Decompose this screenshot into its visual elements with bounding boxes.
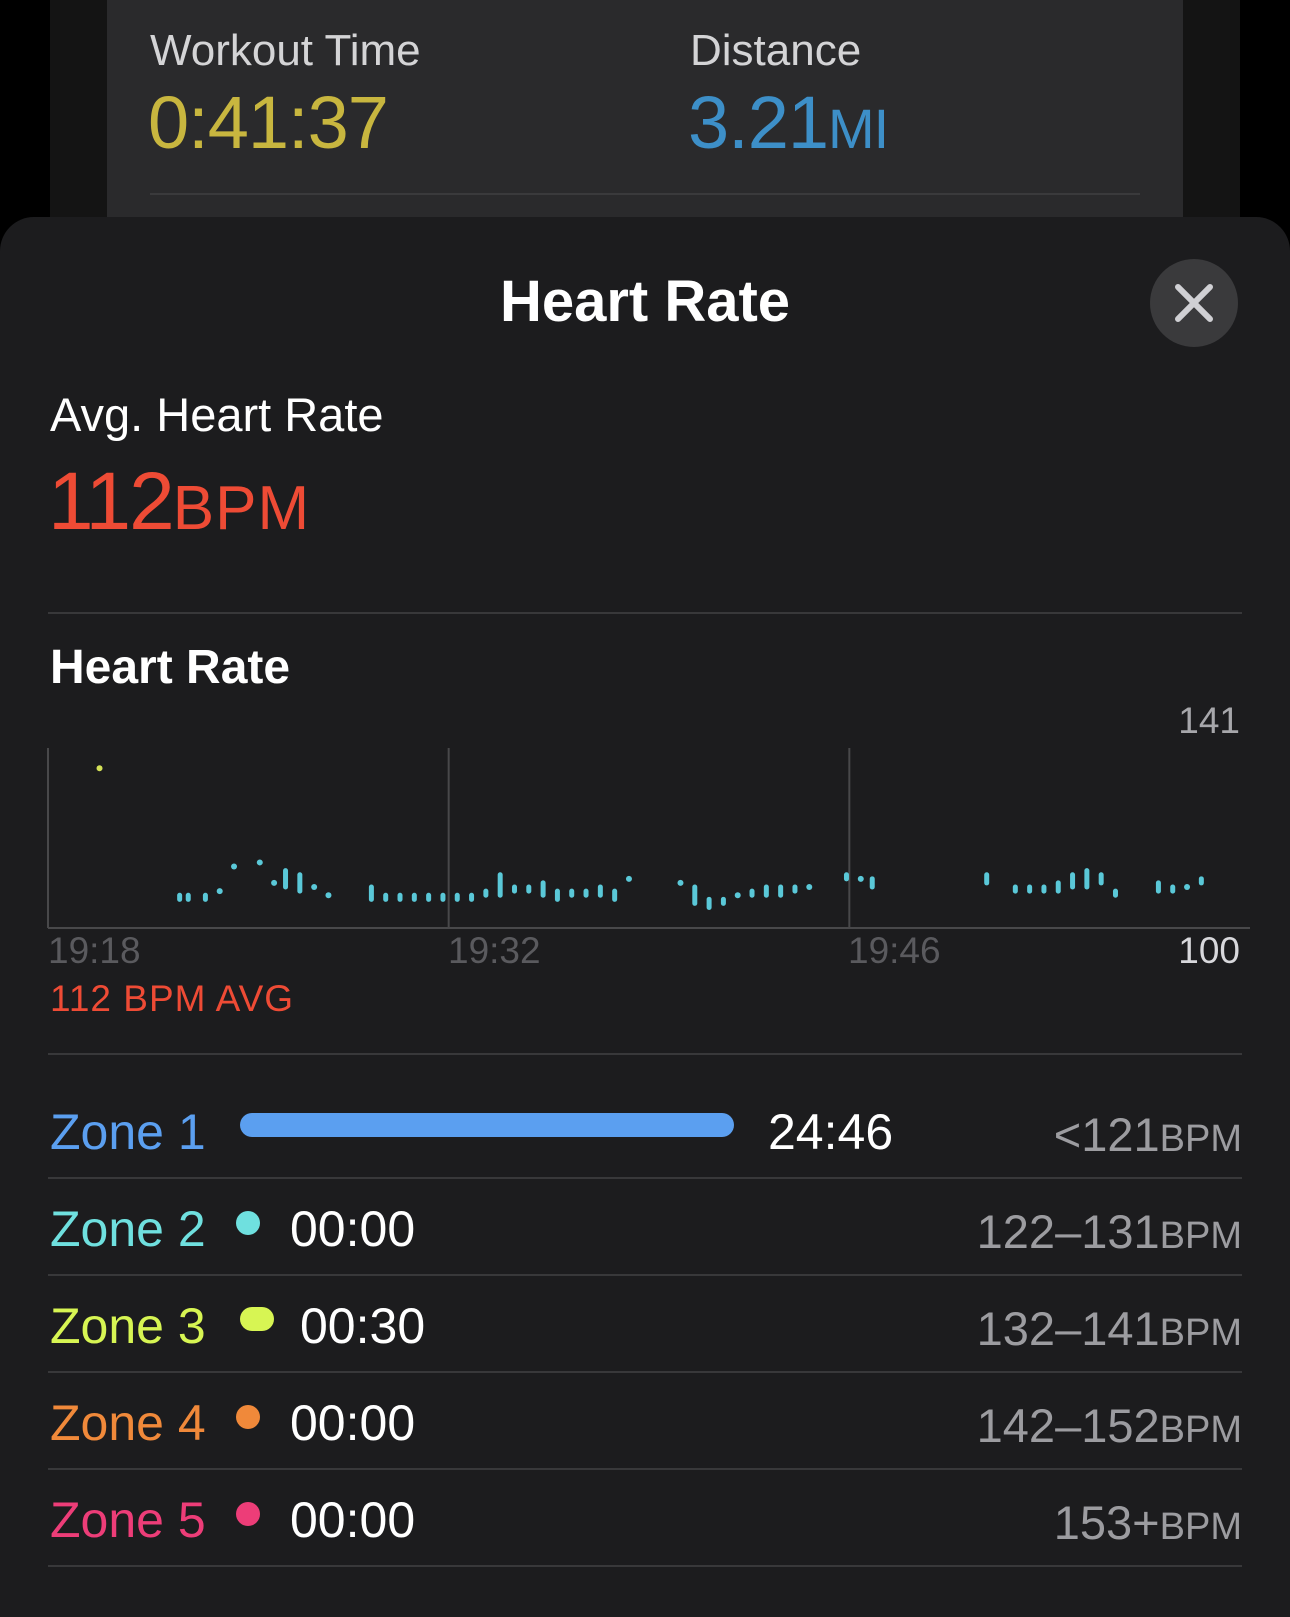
chart-point — [677, 879, 684, 886]
distance-unit: MI — [828, 97, 889, 160]
divider — [150, 193, 1140, 195]
zone-range-value: 153+ — [1053, 1496, 1160, 1549]
close-icon — [1175, 284, 1213, 322]
zone-duration-dot — [236, 1405, 260, 1429]
zone-row: Zone 1 24:46 <121BPM — [48, 1083, 1242, 1179]
zone-range: 142–152BPM — [977, 1398, 1242, 1453]
zone-row: Zone 5 00:00 153+BPM — [48, 1471, 1242, 1567]
zone-row: Zone 3 00:30 132–141BPM — [48, 1277, 1242, 1373]
chart-point — [311, 884, 318, 891]
distance-number: 3.21 — [688, 81, 829, 164]
chart-y-min-label: 100 — [1178, 930, 1240, 971]
zone-time: 00:00 — [290, 1201, 416, 1257]
zone-time: 00:00 — [290, 1395, 416, 1451]
workout-time-value: 0:41:37 — [148, 81, 389, 164]
chart-point — [734, 892, 741, 899]
heart-rate-chart — [47, 748, 1250, 929]
zone-name: Zone 1 — [50, 1104, 206, 1160]
zone-name: Zone 5 — [50, 1492, 206, 1548]
zone-range-unit: BPM — [1159, 1118, 1242, 1160]
zone-range-value: 122–131 — [976, 1205, 1160, 1258]
workout-time-label: Workout Time — [150, 26, 421, 75]
chart-point — [625, 875, 632, 882]
zone-time: 00:30 — [300, 1298, 426, 1354]
zone-range-unit: BPM — [1159, 1506, 1242, 1548]
divider — [48, 612, 1242, 614]
zone-range: <121BPM — [1054, 1107, 1242, 1162]
divider — [48, 1177, 1242, 1179]
distance-label: Distance — [690, 26, 862, 75]
zone-range-value: 132–141 — [976, 1302, 1160, 1355]
zone-range-unit: BPM — [1159, 1409, 1242, 1451]
zone-name: Zone 3 — [50, 1298, 206, 1354]
zone-range-unit: BPM — [1159, 1215, 1242, 1257]
chart-point — [271, 879, 278, 886]
zone-range-value: 142–152 — [976, 1399, 1160, 1452]
avg-heart-rate-label: Avg. Heart Rate — [50, 388, 384, 441]
zone-row: Zone 2 00:00 122–131BPM — [48, 1180, 1242, 1276]
zone-duration-bar — [240, 1307, 274, 1331]
zone-duration-dot — [236, 1211, 260, 1235]
zone-range: 122–131BPM — [977, 1204, 1242, 1259]
zone-range: 132–141BPM — [977, 1301, 1242, 1356]
chart-point — [857, 875, 864, 882]
distance-value: 3.21MI — [688, 80, 889, 165]
divider — [48, 1371, 1242, 1373]
chart-point — [1184, 884, 1191, 891]
zone-duration-bar — [240, 1113, 734, 1137]
chart-point — [96, 765, 103, 772]
close-button[interactable] — [1150, 259, 1238, 347]
zone-name: Zone 2 — [50, 1201, 206, 1257]
zone-range: 153+BPM — [1054, 1495, 1242, 1550]
sheet-title: Heart Rate — [499, 269, 791, 334]
zone-time: 24:46 — [768, 1104, 894, 1160]
avg-heart-rate-number: 112 — [48, 456, 175, 547]
chart-title: Heart Rate — [50, 641, 291, 694]
divider — [48, 1565, 1242, 1567]
x-tick-label: 19:18 — [48, 930, 141, 971]
zone-range-value: <121 — [1053, 1108, 1160, 1161]
divider — [48, 1274, 1242, 1276]
heart-rate-sheet — [0, 217, 1290, 1617]
workout-summary-card — [107, 0, 1183, 260]
zone-range-unit: BPM — [1159, 1312, 1242, 1354]
chart-average-label: 112 BPM AVG — [50, 978, 295, 1019]
chart-point — [216, 888, 223, 895]
chart-point — [231, 863, 238, 870]
chart-point — [256, 859, 263, 866]
chart-y-max-label: 141 — [1178, 700, 1240, 741]
zone-time: 00:00 — [290, 1492, 416, 1548]
chart-point — [325, 892, 332, 899]
x-tick-label: 19:32 — [448, 930, 541, 971]
divider — [48, 1468, 1242, 1470]
avg-heart-rate-unit: BPM — [172, 474, 311, 543]
zone-duration-dot — [236, 1502, 260, 1526]
divider — [48, 1053, 1242, 1055]
x-tick-label: 19:46 — [848, 930, 941, 971]
zone-row: Zone 4 00:00 142–152BPM — [48, 1374, 1242, 1470]
chart-point — [806, 884, 813, 891]
avg-heart-rate-value: 112BPM — [48, 455, 310, 549]
zone-name: Zone 4 — [50, 1395, 206, 1451]
